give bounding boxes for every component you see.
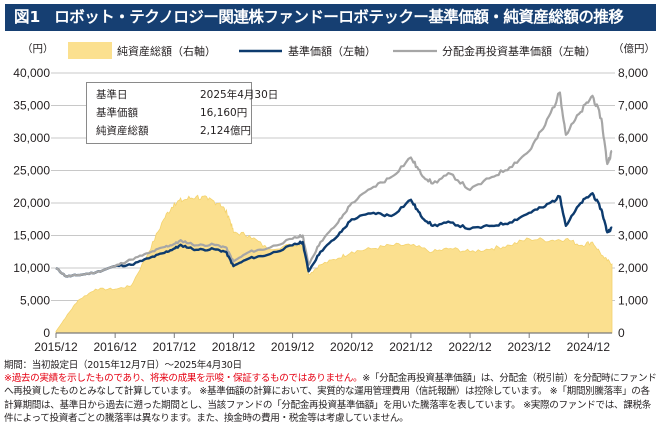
left-axis-unit: （円） <box>22 43 54 55</box>
y-tick-label-right: 1,000 <box>618 294 648 308</box>
info-label: 基準日 <box>96 89 128 101</box>
x-tick-label: 2022/12 <box>448 340 492 354</box>
y-tick-label-right: 5,000 <box>618 164 648 178</box>
x-tick-label: 2019/12 <box>271 340 315 354</box>
period-note: 期間：当初設定日（2015年12月7日）～2025年4月30日 <box>4 360 242 371</box>
y-tick-label-right: 8,000 <box>618 66 648 80</box>
footnotes: 期間：当初設定日（2015年12月7日）～2025年4月30日 ※過去の実績を示… <box>4 359 658 425</box>
axes: 0 0 5,000 1,000 10,000 2,000 15,000 3,000 20,000… <box>13 66 648 354</box>
info-label: 純資産総額 <box>96 125 149 137</box>
y-tick-label-left: 15,000 <box>13 229 50 243</box>
x-tick-label: 2016/12 <box>93 340 137 354</box>
x-tick-label: 2017/12 <box>153 340 197 354</box>
info-value: 2,124億円 <box>200 125 252 137</box>
y-tick-label-left: 10,000 <box>13 261 50 275</box>
y-tick-label-right: 2,000 <box>618 261 648 275</box>
x-tick-label: 2015/12 <box>34 340 78 354</box>
info-value: 16,160円 <box>200 107 248 119</box>
reinvested-nav-line <box>55 91 613 278</box>
figure-title: ロボット・テクノロジー関連株ファンドーロボテックー基準価額・純資産総額の推移 <box>54 8 624 26</box>
y-tick-label-right: 0 <box>618 326 625 340</box>
y-tick-label-left: 40,000 <box>13 66 50 80</box>
y-tick-label-left: 25,000 <box>13 164 50 178</box>
nav-line <box>55 192 613 278</box>
net-assets-area-layer <box>55 194 613 334</box>
info-row-date: 基準日 2025年4月30日 <box>96 86 278 104</box>
net-assets-area <box>55 194 613 334</box>
figure-title-bar: 図1 ロボット・テクノロジー関連株ファンドーロボテックー基準価額・純資産総額の推移 <box>5 4 656 31</box>
legend-label-reinvested: 分配金再投資基準価額（左軸） <box>442 44 596 58</box>
info-row-net-assets: 純資産総額 2,124億円 <box>96 122 251 140</box>
y-tick-label-left: 5,000 <box>20 294 50 308</box>
x-tick-label: 2024/12 <box>567 340 611 354</box>
legend-label-nav: 基準価額（左軸） <box>288 44 376 58</box>
right-axis-unit: （億円） <box>613 42 655 55</box>
price-lines-layer <box>55 91 613 278</box>
x-tick-label: 2021/12 <box>389 340 433 354</box>
y-tick-label-right: 6,000 <box>618 131 648 145</box>
y-tick-label-left: 35,000 <box>13 99 50 113</box>
info-label: 基準価額 <box>96 107 138 119</box>
y-tick-label-right: 3,000 <box>618 229 648 243</box>
y-tick-label-left: 30,000 <box>13 131 50 145</box>
y-tick-label-left: 0 <box>43 326 50 340</box>
info-box: 基準日 2025年4月30日 基準価額 16,160円 純資産総額 2,124億… <box>86 82 278 144</box>
info-row-nav: 基準価額 16,160円 <box>96 104 248 122</box>
reinvested-nav-line-early <box>55 258 132 278</box>
legend: （円） （億円） 純資産総額（右軸） 基準価額（左軸） 分配金再投資基準価額（左… <box>22 42 655 59</box>
disclaimer-note: ※「分配金再投資基準価額」は、分配金（税引前）を分配時にファンドへ再投資したもの… <box>4 373 657 424</box>
legend-swatch-net-assets <box>68 42 112 59</box>
legend-label-net-assets: 純資産総額（右軸） <box>117 44 216 58</box>
y-tick-label-left: 20,000 <box>13 196 50 210</box>
info-value: 2025年4月30日 <box>200 89 279 101</box>
warning-note: ※過去の実績を示したものであり、将来の成果を示唆・保証するものではありません。 <box>4 373 363 385</box>
x-tick-label: 2023/12 <box>507 340 551 354</box>
figure-label: 図1 <box>14 8 41 26</box>
y-tick-label-right: 4,000 <box>618 196 648 210</box>
x-tick-label: 2018/12 <box>212 340 256 354</box>
x-tick-label: 2020/12 <box>330 340 374 354</box>
y-tick-label-right: 7,000 <box>618 99 648 113</box>
